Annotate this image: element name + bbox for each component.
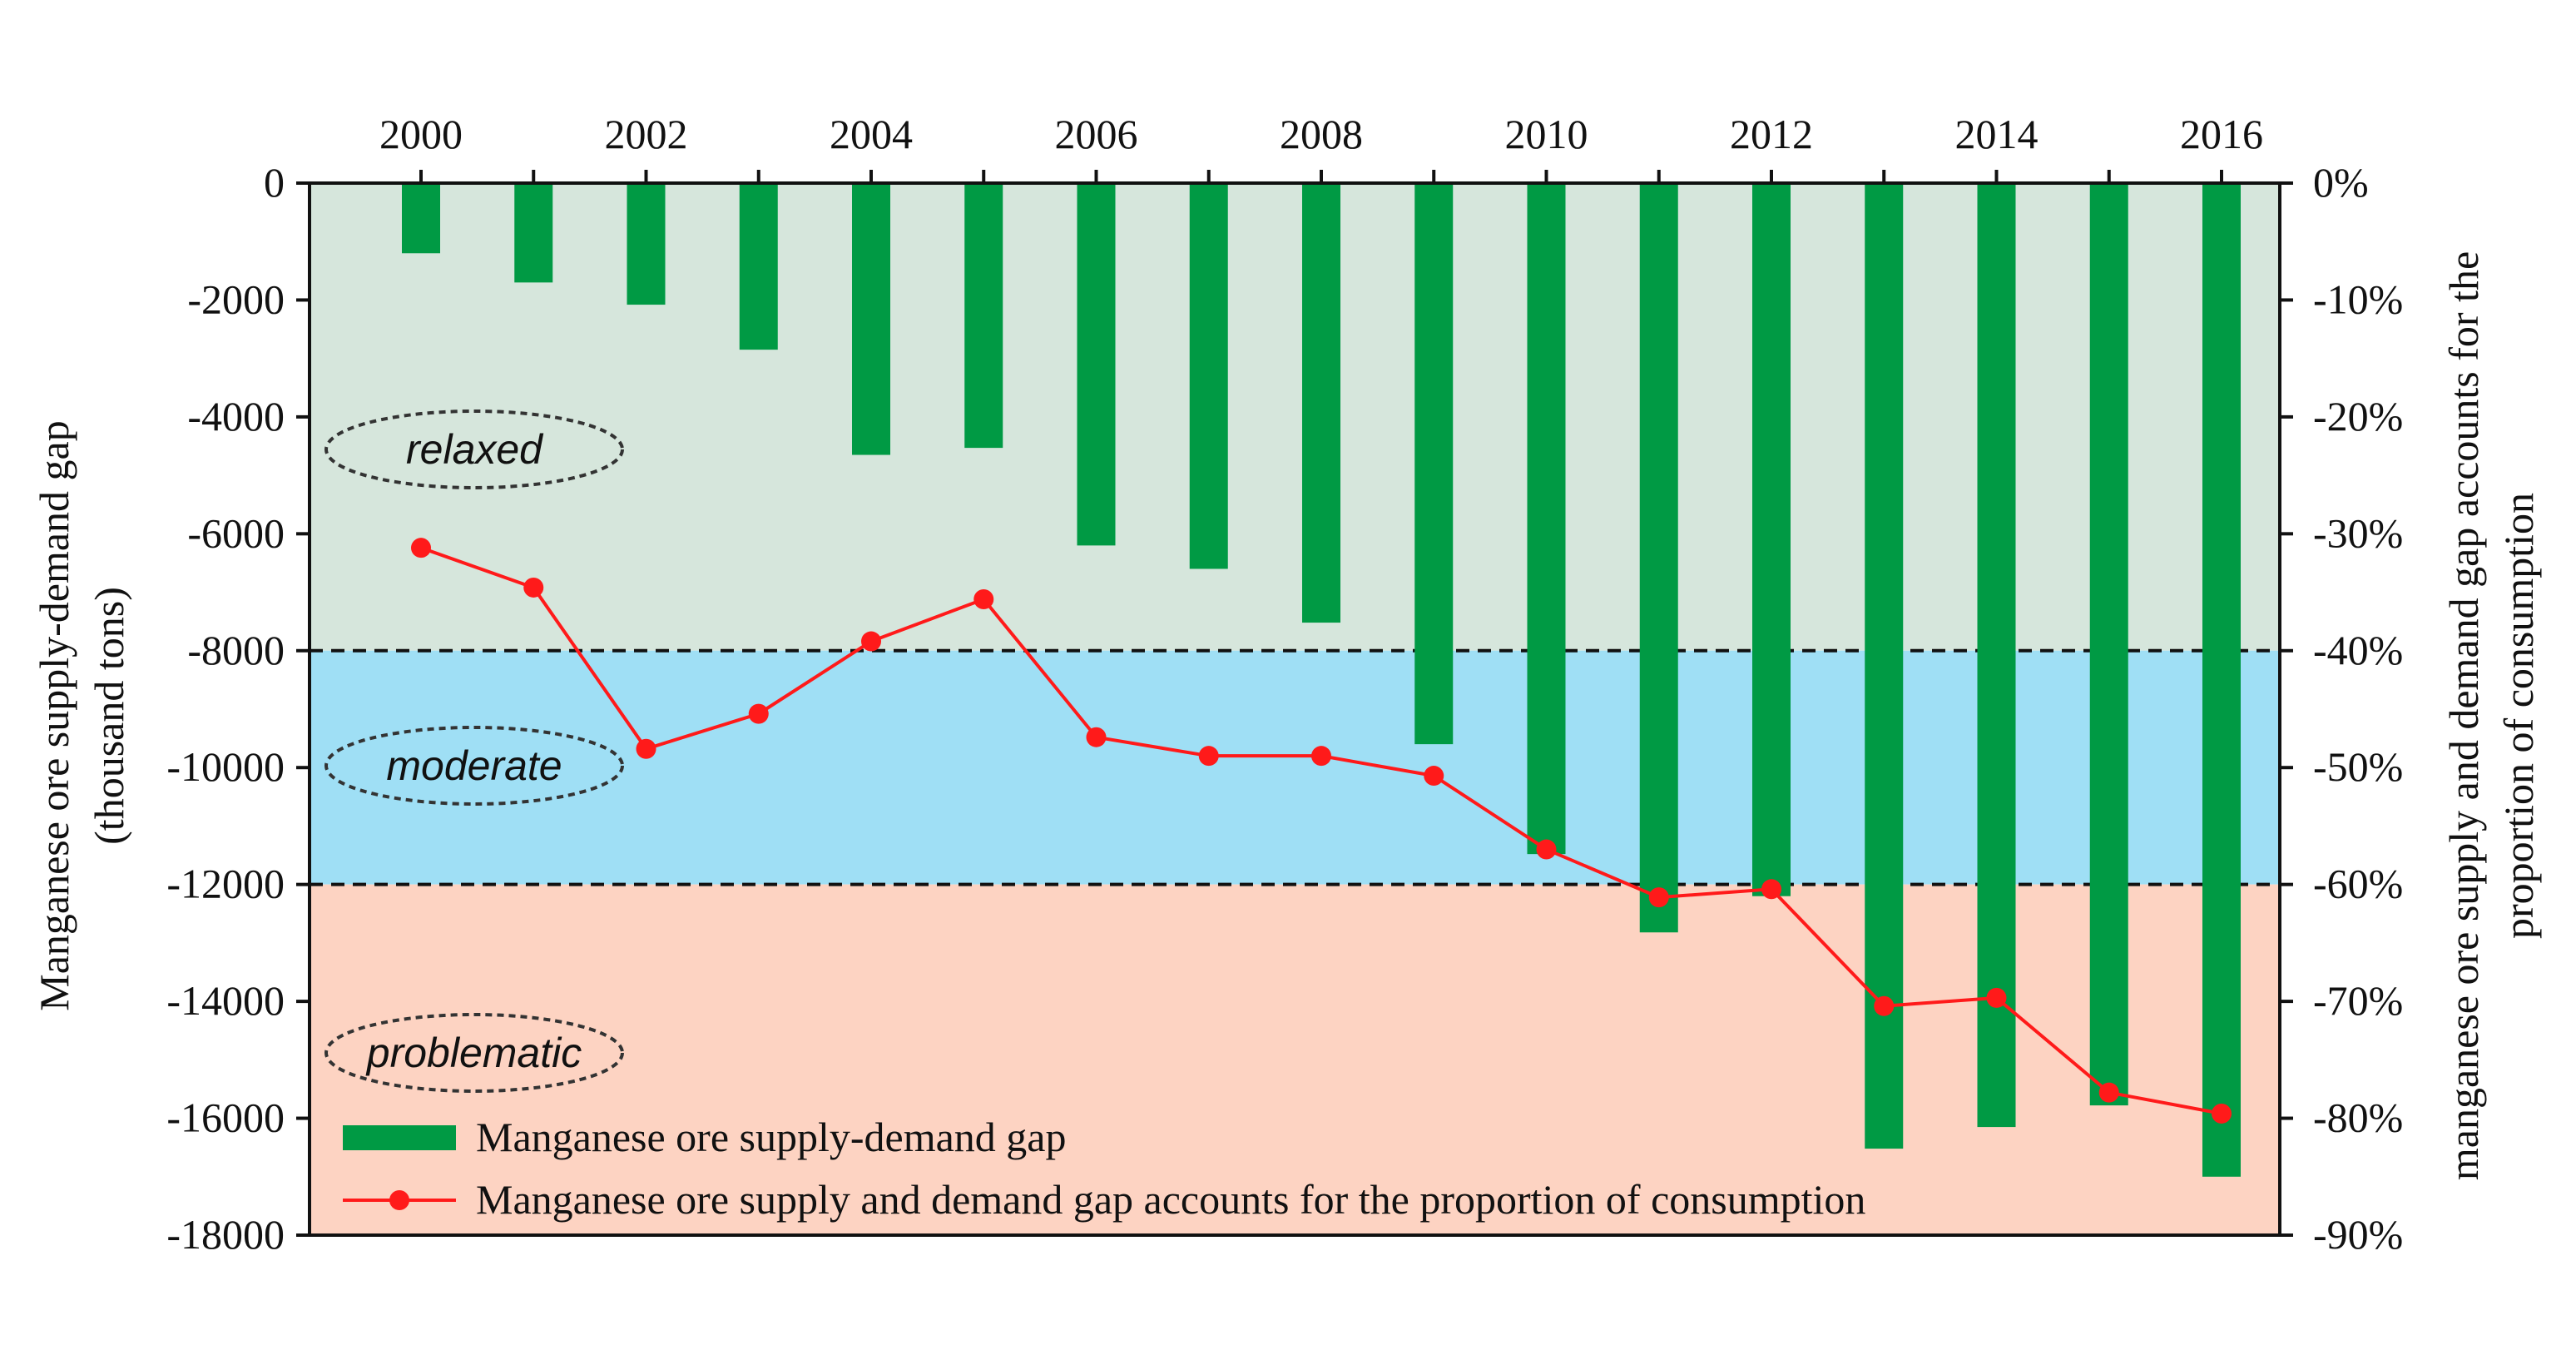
line-point-2001 bbox=[523, 577, 544, 598]
bar-2006 bbox=[1077, 183, 1116, 546]
line-point-2011 bbox=[1648, 887, 1669, 908]
line-point-2009 bbox=[1424, 766, 1444, 787]
legend-line-marker bbox=[389, 1190, 409, 1210]
y2-tick-label: -70% bbox=[2313, 977, 2403, 1024]
y2-axis-label: manganese ore supply and demand gap acco… bbox=[2440, 251, 2487, 1180]
y-tick-label: -6000 bbox=[187, 509, 285, 556]
line-point-2006 bbox=[1086, 727, 1107, 747]
x-tick-label: 2000 bbox=[379, 111, 463, 157]
y-tick-label: -18000 bbox=[166, 1211, 285, 1258]
y2-tick-label: -10% bbox=[2313, 275, 2403, 322]
line-point-2002 bbox=[636, 738, 656, 759]
line-point-2000 bbox=[411, 538, 431, 558]
x-tick-label: 2016 bbox=[2180, 111, 2263, 157]
legend-line-label: Manganese ore supply and demand gap acco… bbox=[476, 1176, 1865, 1223]
y2-tick-label: 0% bbox=[2313, 159, 2369, 206]
y2-tick-label: -20% bbox=[2313, 393, 2403, 439]
bar-2003 bbox=[739, 183, 778, 350]
line-point-2016 bbox=[2212, 1103, 2232, 1124]
line-point-2014 bbox=[1986, 987, 2007, 1008]
y-tick-label: 0 bbox=[264, 159, 285, 206]
zone-problematic bbox=[310, 884, 2280, 1235]
line-point-2003 bbox=[748, 703, 769, 724]
y2-tick-label: -90% bbox=[2313, 1211, 2403, 1258]
bar-2004 bbox=[852, 183, 890, 455]
bar-2009 bbox=[1414, 183, 1454, 745]
y2-tick-label: -80% bbox=[2313, 1094, 2403, 1141]
bar-2007 bbox=[1189, 183, 1228, 569]
y2-axis-label-line2: proportion of consumption bbox=[2495, 493, 2542, 939]
x-tick-label: 2002 bbox=[605, 111, 688, 157]
bar-2012 bbox=[1752, 183, 1791, 896]
y-tick-label: -12000 bbox=[166, 861, 285, 907]
zone-label-ellipse bbox=[324, 409, 624, 489]
bar-2010 bbox=[1527, 183, 1566, 855]
bar-2001 bbox=[514, 183, 553, 283]
x-tick-label: 2014 bbox=[1955, 111, 2039, 157]
zone-label-relaxed: relaxed bbox=[406, 426, 544, 473]
bar-2000 bbox=[402, 183, 440, 254]
y-tick-label: -8000 bbox=[187, 627, 285, 673]
line-point-2015 bbox=[2098, 1082, 2119, 1103]
y2-tick-label: -30% bbox=[2313, 509, 2403, 556]
y2-tick-label: -60% bbox=[2313, 861, 2403, 907]
legend-bar-label: Manganese ore supply-demand gap bbox=[476, 1114, 1067, 1160]
x-tick-label: 2004 bbox=[830, 111, 913, 157]
line-point-2013 bbox=[1874, 995, 1895, 1016]
y2-tick-label: -40% bbox=[2313, 627, 2403, 673]
line-point-2005 bbox=[973, 588, 994, 609]
line-point-2012 bbox=[1761, 879, 1781, 900]
bar-2008 bbox=[1302, 183, 1340, 623]
y-tick-label: -10000 bbox=[166, 743, 285, 790]
legend-bar-swatch bbox=[343, 1125, 456, 1150]
line-point-2008 bbox=[1311, 746, 1331, 767]
bar-2002 bbox=[627, 183, 666, 305]
x-tick-label: 2008 bbox=[1280, 111, 1363, 157]
y-tick-label: -4000 bbox=[187, 393, 285, 439]
zone-label-moderate: moderate bbox=[386, 742, 562, 789]
y-axis-label: Manganese ore supply-demand gap bbox=[31, 420, 77, 1011]
line-point-2004 bbox=[861, 631, 881, 652]
y-axis-unit: (thousand tons) bbox=[86, 587, 132, 845]
x-tick-label: 2006 bbox=[1055, 111, 1138, 157]
zone-moderate bbox=[310, 650, 2280, 885]
zone-label-ellipse bbox=[324, 1013, 624, 1093]
zone-label-problematic: problematic bbox=[365, 1030, 582, 1076]
y2-tick-label: -50% bbox=[2313, 743, 2403, 790]
plot-frame bbox=[308, 181, 2281, 1237]
line-point-2007 bbox=[1198, 746, 1219, 767]
bar-2015 bbox=[2089, 183, 2128, 1106]
y-tick-label: -2000 bbox=[187, 275, 285, 322]
y-tick-label: -16000 bbox=[166, 1094, 285, 1141]
bar-2014 bbox=[1977, 183, 2016, 1128]
bar-2013 bbox=[1865, 183, 1904, 1149]
bar-2005 bbox=[964, 183, 1003, 449]
x-tick-label: 2010 bbox=[1505, 111, 1588, 157]
bar-2011 bbox=[1639, 183, 1678, 933]
line-point-2010 bbox=[1536, 839, 1557, 860]
zone-label-ellipse bbox=[324, 726, 624, 806]
bar-2016 bbox=[2202, 183, 2241, 1177]
y-tick-label: -14000 bbox=[166, 977, 285, 1024]
x-tick-label: 2012 bbox=[1730, 111, 1813, 157]
